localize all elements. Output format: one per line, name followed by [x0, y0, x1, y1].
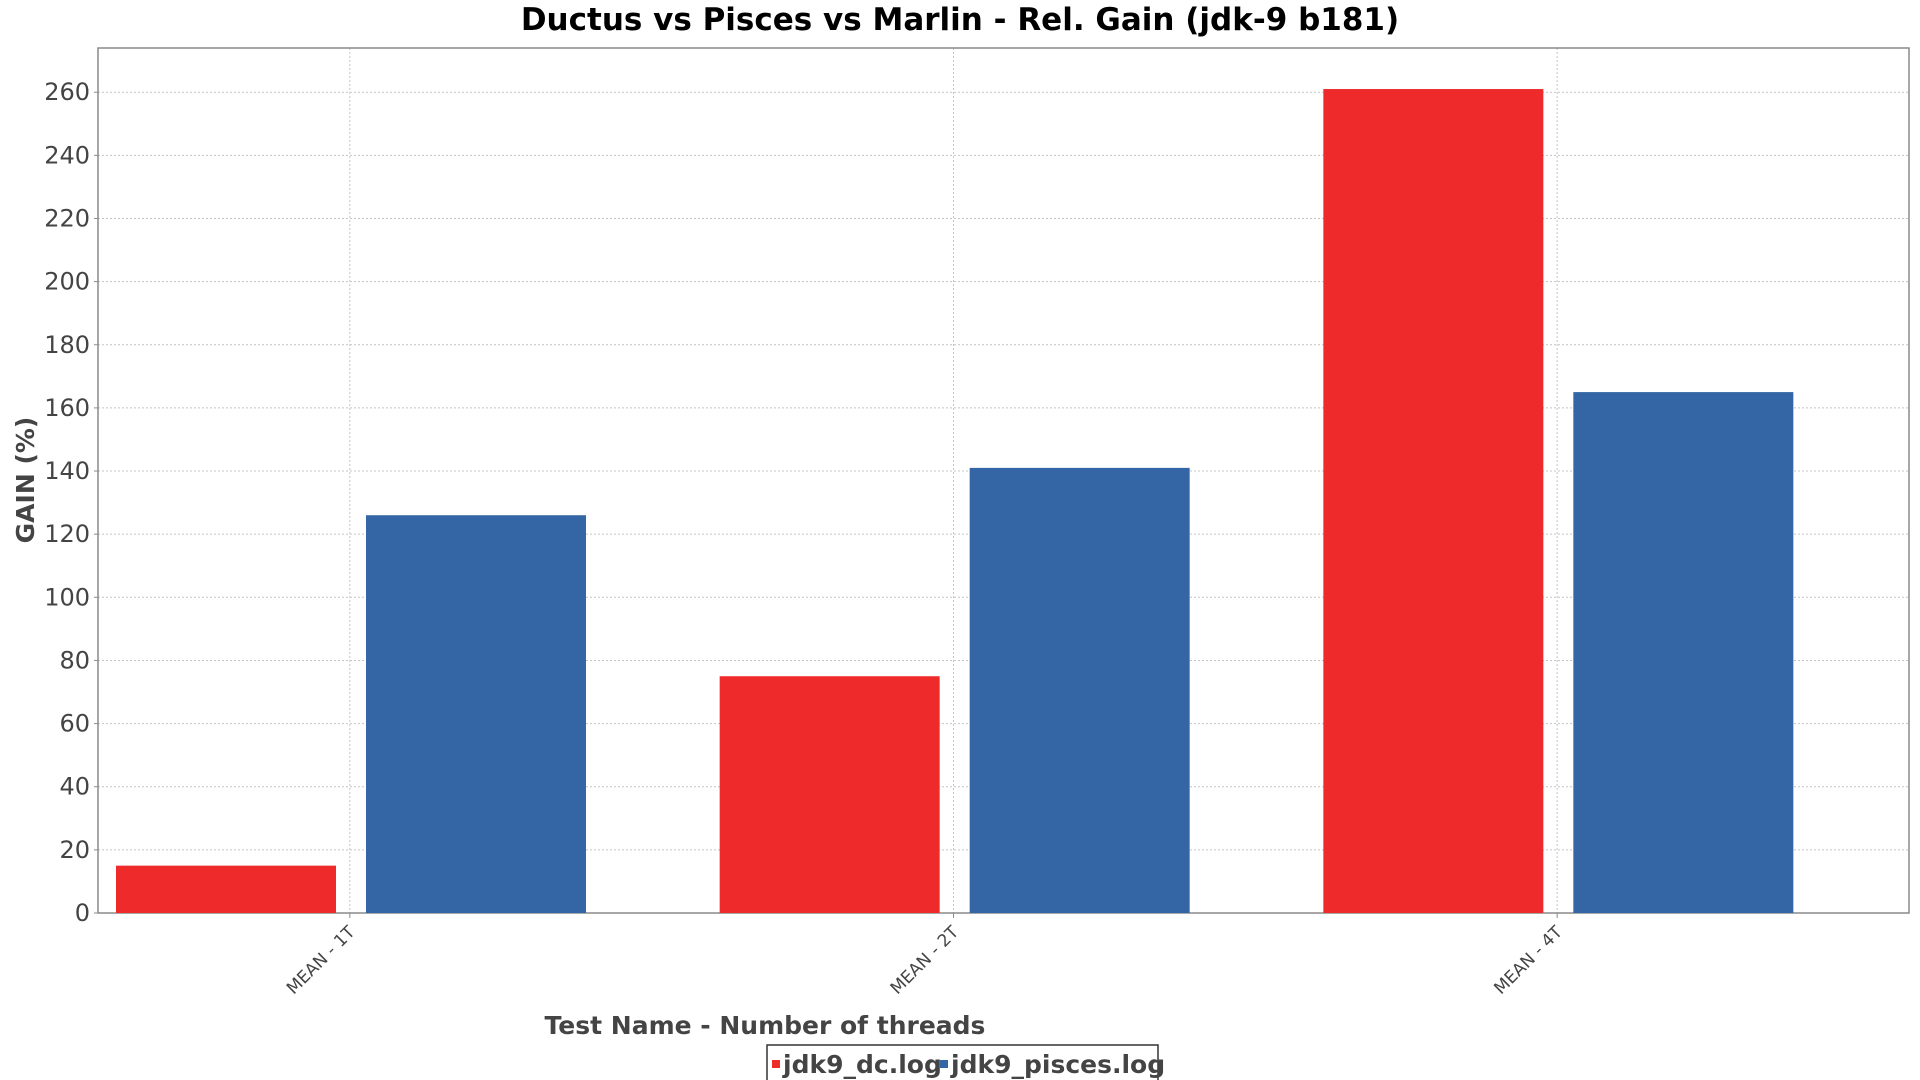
- x-tick-label: MEAN - 1T: [283, 922, 360, 999]
- bar-jdk9-pisces-log-mean-1t: [366, 515, 586, 913]
- y-tick-label: 160: [44, 394, 90, 422]
- bar-jdk9-dc-log-mean-1t: [116, 865, 336, 913]
- bar-jdk9-pisces-log-mean-2t: [969, 467, 1190, 913]
- x-tick-label: MEAN - 4T: [1490, 922, 1567, 999]
- y-axis-title: GAIN (%): [11, 417, 40, 544]
- y-tick-label: 180: [44, 331, 90, 359]
- y-tick-label: 120: [44, 520, 90, 548]
- y-tick-label: 240: [44, 141, 90, 169]
- legend-label-jdk9-dc: jdk9_dc.log: [782, 1050, 942, 1079]
- x-axis-ticks: MEAN - 1T MEAN - 2T MEAN - 4T: [283, 913, 1567, 999]
- bar-jdk9-dc-log-mean-4t: [1323, 89, 1544, 913]
- legend: jdk9_dc.log jdk9_pisces.log: [766, 1044, 1165, 1080]
- y-tick-label: 80: [59, 646, 90, 674]
- y-axis-ticks: 0 20 40 60 80 100 120 140 160 180 200 220 240 260: [44, 78, 98, 927]
- bar-jdk9-dc-log-mean-2t: [719, 676, 940, 913]
- y-tick-label: 220: [44, 204, 90, 232]
- y-tick-label: 140: [44, 457, 90, 485]
- legend-box: [766, 1044, 1159, 1080]
- legend-label-jdk9-pisces: jdk9_pisces.log: [950, 1050, 1165, 1079]
- legend-swatch-jdk9-dc: [772, 1060, 780, 1068]
- legend-swatch-jdk9-pisces: [940, 1060, 948, 1068]
- x-axis-title: Test Name - Number of threads: [545, 1011, 986, 1040]
- x-tick-label: MEAN - 2T: [887, 922, 964, 999]
- chart-title: Ductus vs Pisces vs Marlin - Rel. Gain (…: [521, 2, 1399, 38]
- y-tick-label: 200: [44, 268, 90, 296]
- y-tick-label: 60: [59, 710, 90, 738]
- y-tick-label: 100: [44, 583, 90, 611]
- y-tick-label: 20: [59, 836, 90, 864]
- y-tick-label: 0: [75, 899, 90, 927]
- bar-jdk9-pisces-log-mean-4t: [1573, 392, 1794, 913]
- y-tick-label: 260: [44, 78, 90, 106]
- y-tick-label: 40: [59, 773, 90, 801]
- bars: [116, 89, 1794, 913]
